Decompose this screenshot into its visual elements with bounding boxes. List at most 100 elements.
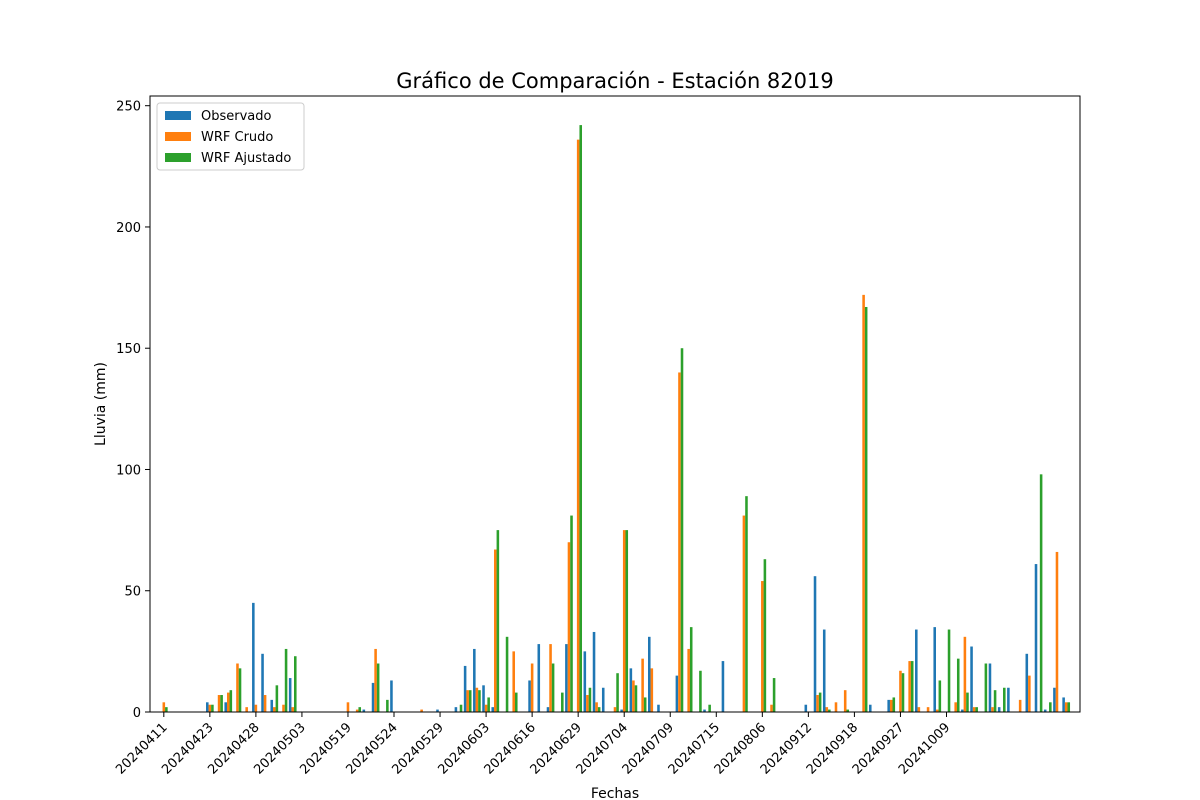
bar-wrf-ajustado	[478, 690, 481, 712]
bar-wrf-ajustado	[984, 663, 988, 712]
bar-observado	[988, 663, 992, 712]
bar-wrf-ajustado	[708, 704, 711, 712]
bar-wrf-ajustado	[294, 656, 297, 712]
bar-wrf-crudo	[972, 707, 976, 712]
bar-observado	[813, 576, 817, 712]
legend-swatch	[165, 153, 191, 162]
bar-observado	[463, 665, 467, 712]
bar-wrf-crudo	[475, 687, 479, 712]
bar-wrf-ajustado	[579, 125, 583, 713]
bar-wrf-crudo	[954, 702, 957, 712]
legend-label: WRF Crudo	[201, 130, 273, 145]
bar-wrf-ajustado	[947, 629, 951, 712]
bar-wrf-ajustado	[487, 697, 490, 712]
bar-wrf-crudo	[420, 709, 423, 712]
bar-wrf-crudo	[963, 636, 967, 712]
bar-observado	[822, 629, 826, 712]
x-axis-label: Fechas	[591, 786, 639, 800]
legend-box	[156, 102, 305, 171]
bar-observado	[997, 707, 1001, 712]
bar-wrf-crudo	[613, 707, 617, 712]
y-tick-label: 0	[133, 706, 141, 721]
bar-observado	[868, 704, 872, 712]
bar-wrf-crudo	[899, 670, 902, 712]
bar-wrf-ajustado	[745, 496, 748, 712]
bar-wrf-crudo	[208, 704, 212, 712]
bar-wrf-crudo	[936, 709, 939, 712]
y-axis-label: Lluvia (mm)	[93, 362, 109, 446]
bar-wrf-ajustado	[505, 636, 509, 712]
bar-wrf-crudo	[641, 658, 644, 712]
bar-observado	[546, 707, 550, 712]
bar-observado	[583, 651, 587, 712]
bar-wrf-crudo	[273, 707, 276, 712]
bar-wrf-crudo	[576, 139, 580, 712]
bar-observado	[1053, 687, 1056, 712]
bar-wrf-crudo	[530, 663, 534, 712]
bar-wrf-crudo	[484, 704, 488, 712]
bar-wrf-crudo	[466, 690, 469, 712]
bar-wrf-crudo	[162, 702, 166, 712]
bar-observado	[601, 687, 605, 712]
y-tick-label: 150	[116, 342, 141, 357]
bar-wrf-crudo	[263, 695, 267, 712]
bar-wrf-crudo	[512, 651, 515, 712]
bar-wrf-ajustado	[211, 704, 214, 712]
bar-observado	[473, 648, 476, 712]
bar-observado	[1025, 653, 1029, 712]
bar-wrf-ajustado	[1067, 702, 1071, 712]
bar-observado	[371, 682, 375, 712]
bar-wrf-crudo	[834, 702, 838, 712]
bar-observado	[491, 707, 495, 712]
bar-wrf-crudo	[236, 663, 239, 712]
bar-observado	[592, 631, 596, 712]
bar-wrf-ajustado	[514, 692, 518, 712]
bar-observado	[1007, 687, 1010, 712]
bar-wrf-ajustado	[680, 348, 684, 712]
bar-wrf-crudo	[586, 695, 589, 712]
bar-wrf-crudo	[632, 680, 635, 712]
bar-observado	[804, 704, 808, 712]
bar-wrf-ajustado	[846, 709, 850, 712]
bar-wrf-crudo	[245, 707, 248, 712]
bar-wrf-crudo	[825, 707, 829, 712]
bar-wrf-crudo	[549, 644, 552, 712]
bar-wrf-ajustado	[220, 695, 223, 712]
bar-observado	[703, 709, 706, 712]
bar-observado	[933, 627, 936, 712]
bar-observado	[1043, 709, 1047, 712]
bar-wrf-crudo	[226, 692, 230, 712]
bar-wrf-crudo	[687, 648, 690, 712]
bar-observado	[362, 709, 366, 712]
bar-wrf-ajustado	[229, 690, 233, 712]
bar-observado	[528, 680, 531, 712]
bar-wrf-ajustado	[966, 692, 969, 712]
bar-wrf-ajustado	[561, 692, 564, 712]
bar-observado	[224, 702, 227, 712]
bar-observado	[629, 668, 633, 712]
bar-wrf-ajustado	[864, 306, 868, 712]
bar-wrf-ajustado	[1039, 474, 1043, 712]
bar-wrf-ajustado	[238, 668, 242, 712]
y-tick-label: 100	[116, 463, 141, 478]
bar-wrf-crudo	[678, 372, 681, 712]
bar-wrf-crudo	[1055, 551, 1059, 712]
bar-observado	[482, 685, 485, 712]
bar-wrf-crudo	[926, 707, 930, 712]
legend-label: Observado	[201, 109, 272, 124]
bar-wrf-crudo	[291, 707, 294, 712]
bar-wrf-ajustado	[275, 685, 279, 712]
bar-wrf-ajustado	[910, 661, 914, 712]
bar-wrf-ajustado	[496, 530, 500, 712]
bar-wrf-crudo	[217, 695, 221, 712]
bar-observado	[961, 709, 964, 712]
bar-observado	[206, 702, 209, 712]
bar-observado	[288, 678, 292, 712]
bar-wrf-crudo	[761, 581, 764, 712]
bar-wrf-ajustado	[634, 685, 638, 712]
bar-observado	[436, 709, 439, 712]
bar-wrf-crudo	[816, 695, 819, 712]
bar-wrf-crudo	[889, 699, 893, 712]
bar-wrf-crudo	[355, 709, 359, 712]
bar-observado	[657, 704, 660, 712]
